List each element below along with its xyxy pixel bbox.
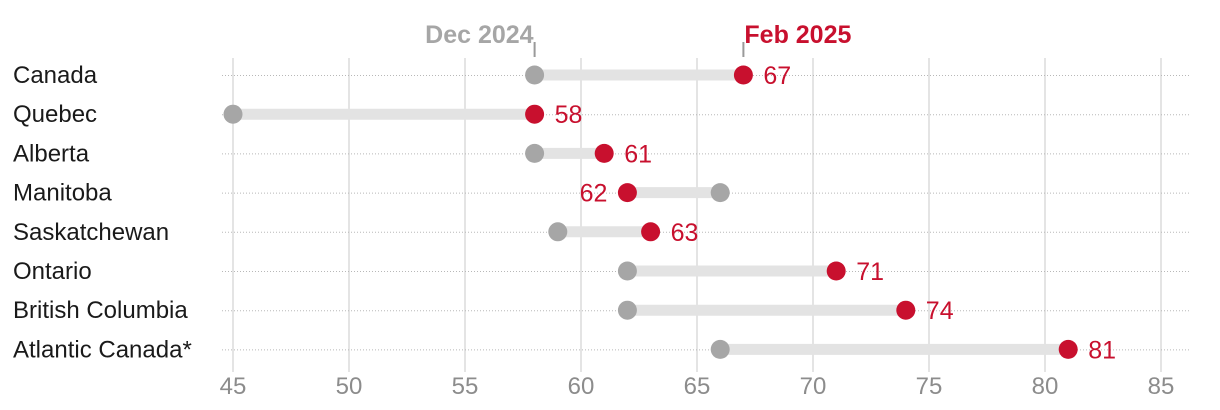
point-feb-2025 [1058,339,1078,359]
category-label: Atlantic Canada* [13,336,192,363]
point-feb-2025 [826,261,846,281]
point-dec-2024 [525,65,545,85]
point-dec-2024 [548,222,568,242]
x-tick-label: 70 [800,373,827,400]
x-tick-label: 80 [1032,373,1059,400]
category-label: Manitoba [13,180,112,207]
value-label: 62 [580,180,608,208]
point-dec-2024 [223,104,243,124]
value-label: 67 [763,62,791,90]
point-dec-2024 [525,143,545,163]
mark-layer [223,65,1078,359]
point-dec-2024 [710,183,730,203]
legend-label-dec-2024: Dec 2024 [425,21,534,49]
point-feb-2025 [594,143,614,163]
value-label: 74 [926,297,954,325]
value-label: 58 [555,101,583,129]
value-label: 61 [624,140,652,168]
point-feb-2025 [617,183,637,203]
category-label: British Columbia [13,297,188,324]
value-label: 71 [856,258,884,286]
category-label: Canada [13,62,98,89]
legend-label-feb-2025: Feb 2025 [744,21,851,49]
point-dec-2024 [710,339,730,359]
point-feb-2025 [525,104,545,124]
point-feb-2025 [733,65,753,85]
label-layer: 45 50 55 60 65 70 75 80 85 Canada 67 Quebec 58 Albert… [13,62,1174,400]
x-tick-label: 75 [916,373,943,400]
legend-header: Dec 2024 Feb 2025 [425,21,852,57]
value-label: 63 [671,219,699,247]
point-feb-2025 [896,300,916,320]
category-label: Saskatchewan [13,219,169,246]
x-tick-label: 55 [452,373,479,400]
point-dec-2024 [617,300,637,320]
x-tick-label: 45 [220,373,247,400]
x-tick-label: 50 [336,373,363,400]
point-dec-2024 [617,261,637,281]
x-tick-label: 60 [568,373,595,400]
category-label: Alberta [13,140,90,167]
point-feb-2025 [641,222,661,242]
x-tick-label: 85 [1148,373,1175,400]
category-label: Quebec [13,101,97,128]
grid-layer [222,58,1190,372]
value-label: 81 [1088,336,1116,364]
category-label: Ontario [13,258,92,285]
x-tick-label: 65 [684,373,711,400]
